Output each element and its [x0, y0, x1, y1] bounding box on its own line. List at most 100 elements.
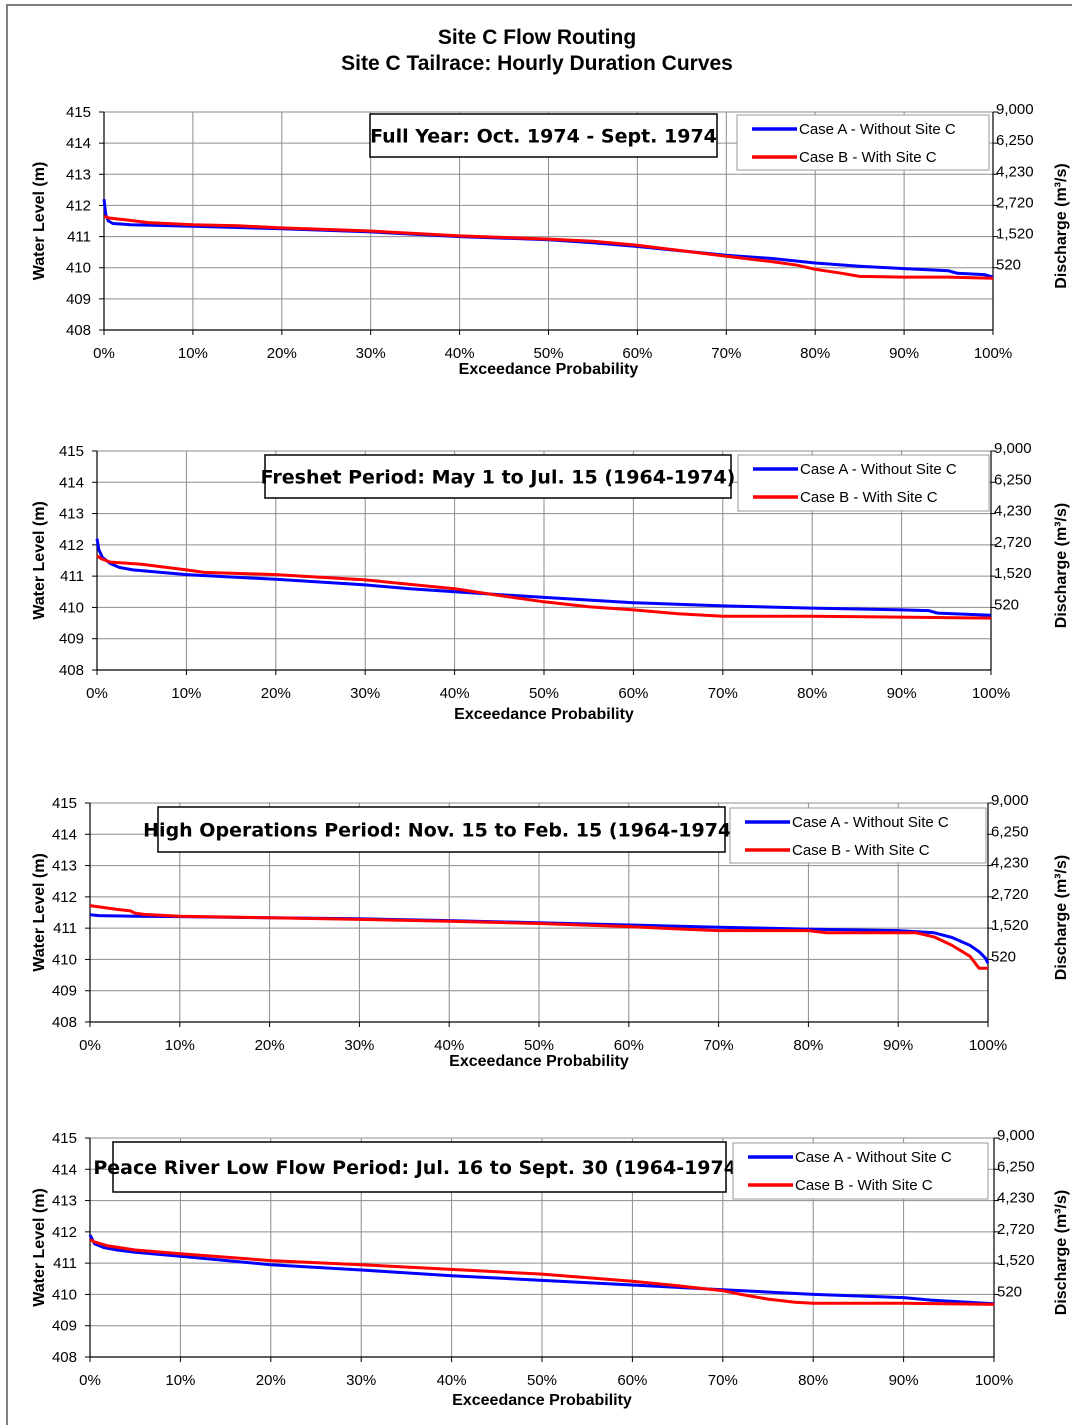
y-tick-label: 415: [52, 1130, 77, 1147]
x-axis-label: Exceedance Probability: [449, 1053, 629, 1070]
figure-frame: [6, 4, 1072, 1425]
figure-title: Site C Flow Routing: [437, 26, 637, 49]
x-tick-label: 0%: [79, 1037, 101, 1054]
x-axis-label: Exceedance Probability: [452, 1392, 632, 1409]
y-tick-label: 410: [66, 260, 91, 277]
y-axis-label: Water Level (m): [31, 501, 48, 620]
x-tick-label: 10%: [171, 685, 201, 702]
x-tick-label: 90%: [887, 685, 917, 702]
y-tick-label: 410: [59, 599, 84, 616]
y2-tick-label: 4,230: [991, 855, 1029, 872]
x-tick-label: 30%: [350, 685, 380, 702]
y-tick-label: 415: [59, 443, 84, 460]
legend-label-case-a: Case A - Without Site C: [800, 461, 957, 478]
x-tick-label: 20%: [255, 1037, 285, 1054]
period-label-box: [369, 113, 718, 158]
y2-axis-label: Discharge (m³/s): [1053, 163, 1070, 288]
y2-tick-label: 520: [994, 596, 1019, 613]
x-tick-label: 70%: [704, 1037, 734, 1054]
y-tick-label: 414: [52, 826, 77, 843]
period-label: High Operations Period: Nov. 15 to Feb. …: [143, 820, 740, 842]
legend-box: [732, 1142, 989, 1200]
x-tick-label: 60%: [614, 1037, 644, 1054]
x-tick-label: 10%: [165, 1372, 195, 1389]
x-tick-label: 40%: [445, 345, 475, 362]
y-tick-label: 414: [52, 1161, 77, 1178]
series-case-b-line: [103, 214, 994, 280]
y-tick-label: 411: [67, 229, 91, 246]
legend-label-case-a: Case A - Without Site C: [795, 1149, 952, 1166]
y2-axis-label: Discharge (m³/s): [1053, 1190, 1070, 1315]
y2-tick-label: 2,720: [994, 534, 1032, 551]
y2-tick-label: 520: [997, 1283, 1022, 1300]
y-tick-label: 412: [52, 889, 77, 906]
x-tick-label: 0%: [86, 685, 108, 702]
x-tick-label: 30%: [356, 345, 386, 362]
y-tick-label: 408: [59, 662, 84, 679]
chart-2: 0% 10% 20% 30% 40% 50% 60% 70% 80% 90% 100% 408 409 4…: [31, 440, 1070, 723]
y2-tick-label: 520: [991, 948, 1016, 965]
y2-tick-label: 1,520: [994, 565, 1032, 582]
x-tick-label: 60%: [617, 1372, 647, 1389]
y-tick-label: 411: [53, 1255, 77, 1272]
y2-tick-label: 9,000: [991, 792, 1029, 809]
legend-label-case-b: Case B - With Site C: [800, 489, 938, 506]
x-tick-label: 60%: [622, 345, 652, 362]
y2-tick-label: 2,720: [996, 194, 1034, 211]
x-tick-label: 80%: [798, 1372, 828, 1389]
figure-subtitle: Site C Tailrace: Hourly Duration Curves: [341, 52, 733, 75]
x-tick-label: 40%: [434, 1037, 464, 1054]
legend-box: [737, 454, 990, 512]
y2-tick-label: 1,520: [997, 1252, 1035, 1269]
y-tick-label: 411: [53, 920, 77, 937]
x-tick-label: 70%: [708, 685, 738, 702]
period-label: Full Year: Oct. 1974 - Sept. 1974: [370, 126, 717, 148]
y-tick-label: 413: [52, 1193, 77, 1210]
y-tick-label: 414: [59, 474, 84, 491]
chart-4: 0% 10% 20% 30% 40% 50% 60% 70% 80% 90% 100% 408 409 4…: [31, 1127, 1070, 1409]
y2-tick-label: 1,520: [991, 917, 1029, 934]
y2-tick-label: 6,250: [996, 132, 1034, 149]
chart-3: 0% 10% 20% 30% 40% 50% 60% 70% 80% 90% 100% 408 409 4…: [31, 792, 1070, 1070]
y2-tick-label: 1,520: [996, 226, 1034, 243]
y-tick-label: 409: [52, 983, 77, 1000]
period-label: Peace River Low Flow Period: Jul. 16 to …: [93, 1157, 745, 1179]
y2-tick-label: 2,720: [991, 886, 1029, 903]
series-case-b-line: [89, 1238, 995, 1306]
y2-tick-label: 9,000: [994, 440, 1032, 457]
x-tick-label: 100%: [969, 1037, 1007, 1054]
y2-tick-label: 9,000: [997, 1127, 1035, 1144]
y2-tick-label: 4,230: [996, 163, 1034, 180]
x-tick-label: 50%: [533, 345, 563, 362]
legend-label-case-b: Case B - With Site C: [799, 149, 937, 166]
y-tick-label: 408: [66, 322, 91, 339]
x-tick-label: 50%: [527, 1372, 557, 1389]
x-tick-label: 70%: [708, 1372, 738, 1389]
period-label: Freshet Period: May 1 to Jul. 15 (1964-1…: [261, 467, 736, 489]
period-label-box: [157, 806, 726, 853]
chart-1: 0% 10% 20% 30% 40% 50% 60% 70% 80% 90% 100% 408 409 4…: [31, 101, 1070, 378]
x-tick-label: 80%: [793, 1037, 823, 1054]
y-tick-label: 411: [60, 568, 84, 585]
legend-label-case-b: Case B - With Site C: [792, 842, 930, 859]
y-tick-label: 413: [59, 506, 84, 523]
x-tick-label: 90%: [889, 1372, 919, 1389]
x-axis-label: Exceedance Probability: [454, 706, 634, 723]
y2-tick-label: 4,230: [997, 1190, 1035, 1207]
y-tick-label: 413: [52, 858, 77, 875]
x-tick-label: 50%: [524, 1037, 554, 1054]
y2-tick-label: 6,250: [991, 823, 1029, 840]
x-tick-label: 30%: [346, 1372, 376, 1389]
y2-axis-label: Discharge (m³/s): [1053, 855, 1070, 980]
y-tick-label: 409: [59, 631, 84, 648]
series-case-a-line: [88, 1234, 995, 1306]
x-tick-label: 100%: [974, 345, 1012, 362]
y-tick-label: 414: [66, 135, 91, 152]
y-axis-label: Water Level (m): [31, 1188, 48, 1307]
x-tick-label: 100%: [972, 685, 1010, 702]
x-tick-label: 90%: [883, 1037, 913, 1054]
x-tick-label: 0%: [93, 345, 115, 362]
y2-axis-label: Discharge (m³/s): [1053, 503, 1070, 628]
y-tick-label: 412: [66, 197, 91, 214]
x-tick-label: 0%: [79, 1372, 101, 1389]
